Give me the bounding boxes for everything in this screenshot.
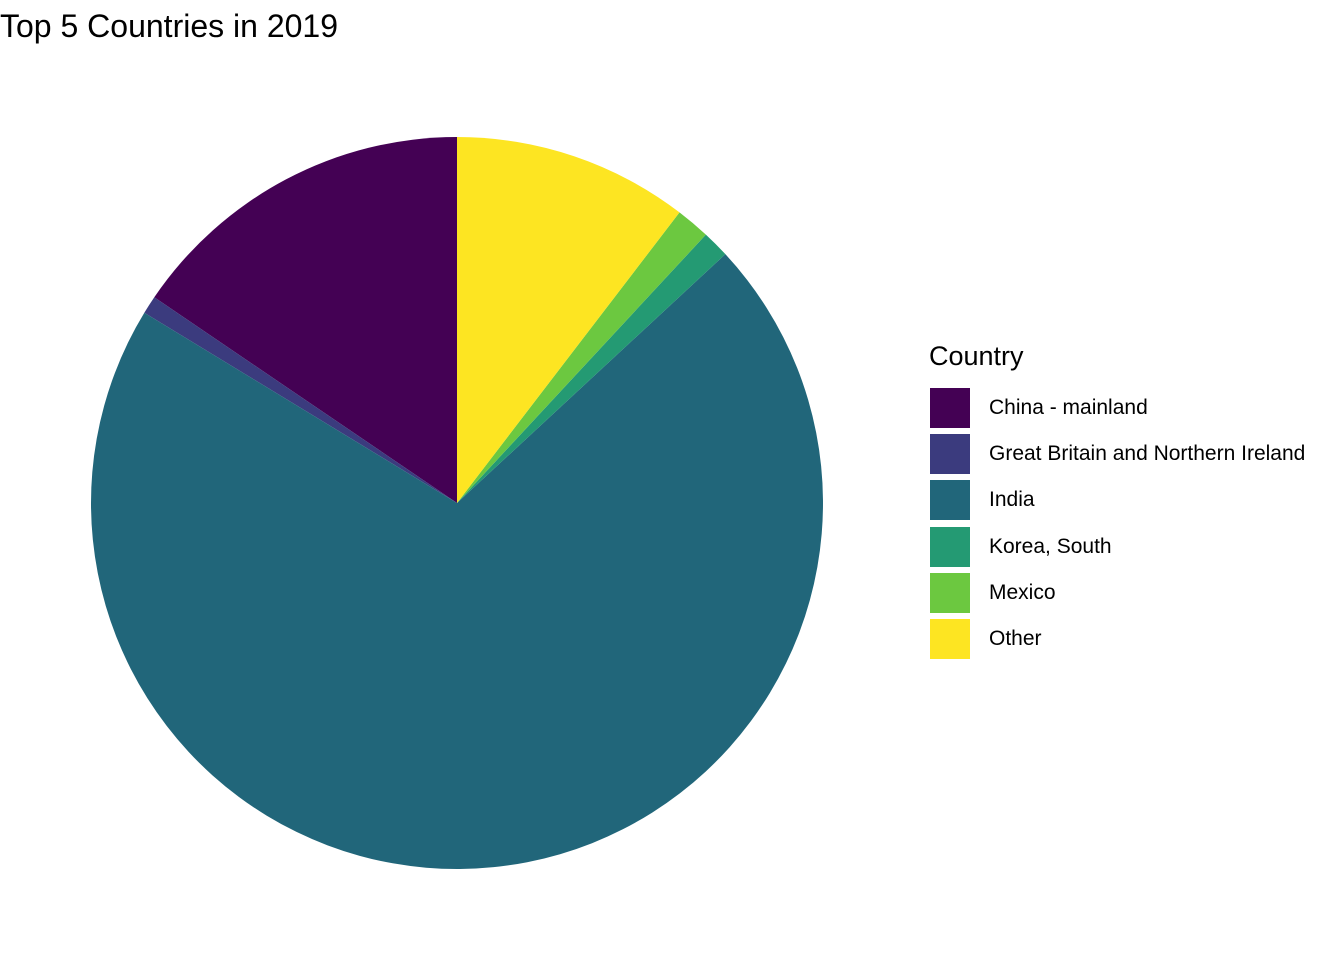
pie-slice-other	[457, 137, 680, 503]
legend-key-china-mainland	[929, 387, 971, 430]
pie-slice-korea-south	[457, 234, 726, 503]
legend-label-korea-south: Korea, South	[989, 534, 1112, 558]
legend-label-other: Other	[989, 627, 1042, 651]
legend-item-great-britain-and-northern-ireland: Great Britain and Northern Ireland	[929, 431, 1305, 477]
pie-slice-china-mainland	[154, 137, 458, 503]
legend-label-mexico: Mexico	[989, 580, 1056, 604]
legend: Country China - mainland Great Britain an…	[929, 341, 1305, 662]
legend-item-mexico: Mexico	[929, 570, 1305, 616]
legend-key-other	[929, 618, 971, 661]
pie-slice-mexico	[457, 212, 706, 503]
legend-item-korea-south: Korea, South	[929, 524, 1305, 570]
legend-key-india	[929, 479, 971, 522]
chart-title: Top 5 Countries in 2019	[0, 8, 338, 44]
legend-key-great-britain-and-northern-ireland	[929, 433, 971, 476]
legend-key-korea-south	[929, 525, 971, 568]
pie-slice-great-britain-and-northern-ireland	[144, 297, 457, 503]
legend-label-china-mainland: China - mainland	[989, 396, 1148, 420]
legend-items: China - mainland Great Britain and Northe…	[929, 385, 1305, 662]
legend-title: Country	[929, 341, 1024, 371]
legend-key-mexico	[929, 571, 971, 614]
pie-slice-india	[90, 254, 823, 870]
legend-item-india: India	[929, 477, 1305, 523]
legend-item-other: Other	[929, 616, 1305, 662]
legend-label-india: India	[989, 488, 1035, 512]
legend-label-great-britain-and-northern-ireland: Great Britain and Northern Ireland	[989, 442, 1306, 466]
legend-item-china-mainland: China - mainland	[929, 385, 1305, 431]
